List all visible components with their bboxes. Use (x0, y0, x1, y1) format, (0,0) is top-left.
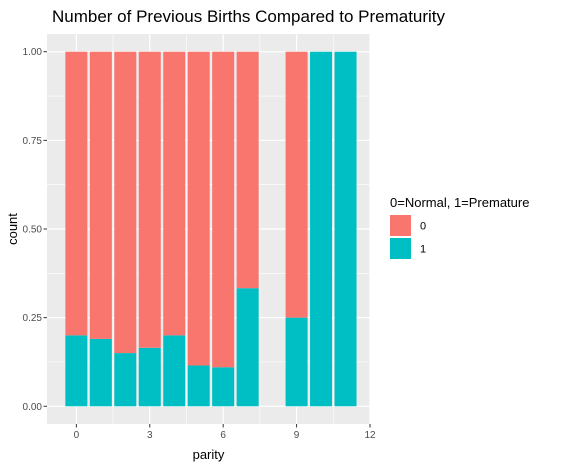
bar-1-parity-2 (114, 353, 137, 407)
y-tick-label: 0.25 (23, 313, 43, 324)
bar-1-parity-11 (334, 51, 357, 407)
bar-0-parity-7 (236, 51, 259, 289)
legend-label-0: 0 (420, 221, 426, 233)
y-axis-title: count (5, 213, 20, 245)
bar-1-parity-5 (187, 365, 210, 407)
bar-1-parity-9 (285, 317, 308, 407)
y-tick-label: 1.00 (23, 47, 43, 58)
x-axis-ticks: 0 3 6 9 12 (74, 424, 376, 441)
bar-0-parity-4 (163, 51, 186, 336)
y-axis-ticks: 0.00 0.25 0.50 0.75 1.00 (23, 47, 47, 413)
bar-0-parity-3 (138, 51, 161, 348)
bar-1-parity-6 (212, 367, 235, 407)
bar-1-parity-3 (138, 347, 161, 407)
x-tick-label: 3 (147, 430, 153, 441)
y-tick-label: 0.50 (23, 225, 43, 236)
bar-0-parity-6 (212, 51, 235, 368)
x-tick-label: 9 (294, 430, 300, 441)
bar-1-parity-1 (89, 338, 112, 407)
chart-title: Number of Previous Births Compared to Pr… (52, 7, 446, 26)
bar-0-parity-1 (89, 51, 112, 339)
y-tick-label: 0.00 (23, 402, 43, 413)
bars (65, 51, 357, 407)
legend-key-0 (390, 215, 411, 236)
x-axis-title: parity (193, 447, 225, 462)
x-tick-label: 12 (364, 430, 376, 441)
bar-1-parity-0 (65, 335, 88, 407)
bar-0-parity-0 (65, 51, 88, 336)
legend-label-1: 1 (420, 244, 426, 256)
bar-0-parity-5 (187, 51, 210, 366)
bar-1-parity-10 (310, 51, 333, 407)
legend-title: 0=Normal, 1=Premature (390, 195, 529, 210)
legend-key-1 (390, 238, 411, 259)
legend: 0=Normal, 1=Premature 0 1 (390, 195, 529, 259)
x-tick-label: 0 (74, 430, 80, 441)
y-tick-label: 0.75 (23, 136, 43, 147)
bar-1-parity-4 (163, 335, 186, 407)
bar-1-parity-7 (236, 288, 259, 407)
bar-0-parity-9 (285, 51, 308, 318)
bar-0-parity-2 (114, 51, 137, 354)
x-tick-label: 6 (220, 430, 226, 441)
